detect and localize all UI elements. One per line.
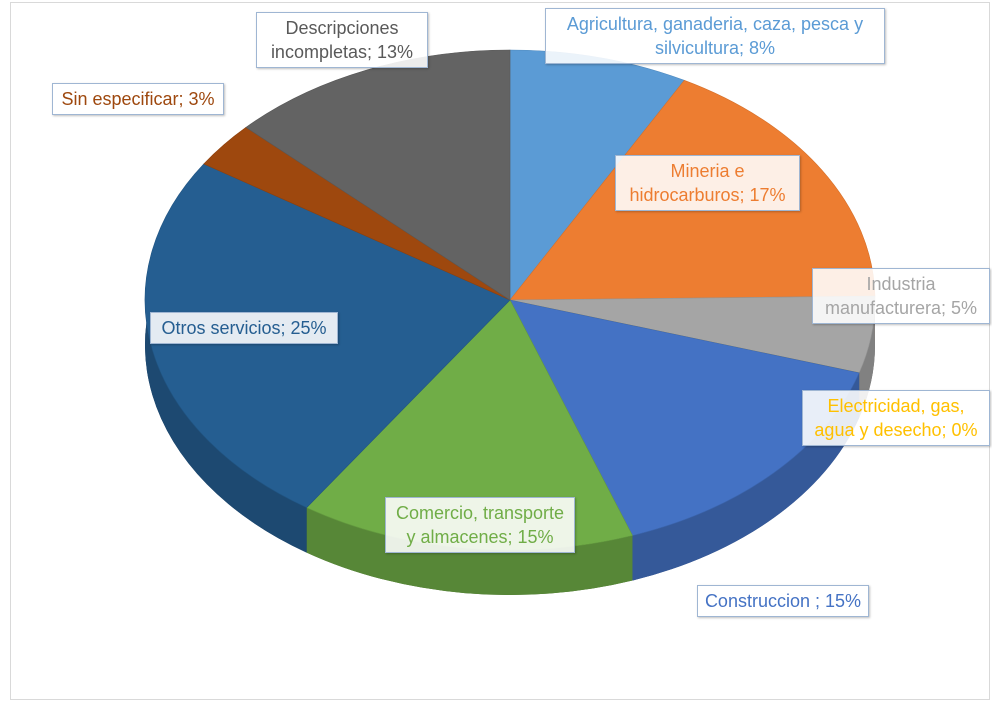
label-value: 15% bbox=[825, 591, 862, 611]
label-value: 0% bbox=[951, 420, 978, 440]
label-value: 15% bbox=[517, 527, 554, 547]
data-label: Electricidad, gas, agua y desecho; 0% bbox=[802, 390, 990, 446]
label-value: 17% bbox=[749, 185, 786, 205]
label-category: Otros servicios; bbox=[161, 318, 286, 338]
data-label: Comercio, transporte y almacenes; 15% bbox=[385, 497, 575, 553]
label-value: 25% bbox=[290, 318, 327, 338]
label-value: 13% bbox=[377, 42, 414, 62]
label-value: 3% bbox=[188, 89, 215, 109]
label-category: Comercio, transporte y almacenes; bbox=[395, 503, 565, 547]
chart-frame bbox=[10, 2, 990, 700]
pie-tops bbox=[144, 49, 876, 551]
label-value: 8% bbox=[749, 38, 776, 58]
label-category: Agricultura, ganaderia, caza, pesca y si… bbox=[566, 14, 864, 58]
data-label: Descripciones incompletas; 13% bbox=[256, 12, 428, 68]
label-category: Construccion ; bbox=[704, 591, 820, 611]
data-label: Construccion ; 15% bbox=[697, 585, 869, 617]
data-label: Agricultura, ganaderia, caza, pesca y si… bbox=[545, 8, 885, 64]
label-value: 5% bbox=[951, 298, 978, 318]
slice-side bbox=[145, 163, 307, 553]
slice-side bbox=[859, 296, 876, 418]
data-label: Sin especificar; 3% bbox=[52, 83, 224, 115]
label-category: Sin especificar; bbox=[61, 89, 184, 109]
data-label: Mineria e hidrocarburos; 17% bbox=[615, 155, 800, 211]
label-category: Mineria e hidrocarburos; bbox=[629, 161, 745, 205]
slice-side bbox=[632, 372, 860, 581]
label-category: Industria manufacturera; bbox=[824, 274, 947, 318]
data-label: Otros servicios; 25% bbox=[150, 312, 338, 344]
label-category: Descripciones incompletas; bbox=[270, 18, 399, 62]
data-label: Industria manufacturera; 5% bbox=[812, 268, 990, 324]
label-category: Electricidad, gas, agua y desecho; bbox=[814, 396, 965, 440]
slice bbox=[245, 49, 511, 301]
